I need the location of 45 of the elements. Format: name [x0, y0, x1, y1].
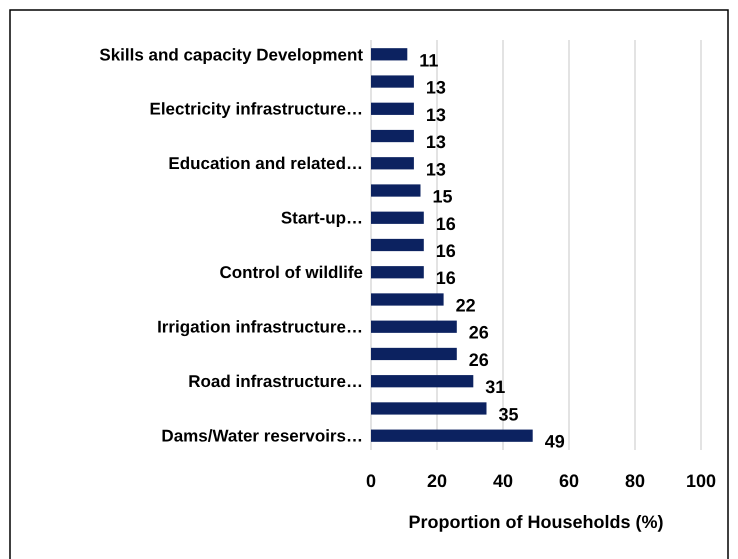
bar [371, 266, 424, 278]
data-label: 13 [426, 78, 446, 98]
bar [371, 430, 533, 442]
data-label: 16 [436, 268, 456, 288]
bar [371, 375, 474, 388]
data-label: 13 [426, 104, 446, 125]
bar [371, 75, 414, 88]
y-tick-label: Irrigation infrastructure… [157, 318, 363, 337]
x-axis-title: Proportion of Households (%) [408, 512, 664, 532]
bar [371, 348, 457, 360]
y-tick-label: Road infrastructure… [188, 372, 363, 392]
data-label: 26 [468, 322, 489, 343]
bar [371, 238, 424, 252]
data-label: 13 [426, 132, 446, 152]
x-tick-label: 100 [686, 471, 716, 491]
data-label: 15 [432, 186, 453, 207]
data-label: 22 [456, 295, 476, 316]
data-label: 16 [436, 214, 456, 234]
bar [371, 402, 486, 415]
x-tick-label: 40 [492, 471, 514, 491]
bar [371, 212, 424, 224]
data-label: 35 [498, 404, 519, 424]
x-tick-label: 60 [558, 471, 580, 491]
x-tick-label: 0 [366, 471, 376, 491]
data-label: 31 [485, 377, 506, 398]
data-label: 13 [426, 159, 446, 180]
data-label: 26 [468, 350, 489, 370]
y-tick-label: Control of wildlife [219, 263, 363, 282]
y-tick-label: Start-up… [280, 208, 363, 228]
data-label: 49 [544, 432, 565, 452]
bar [371, 293, 444, 306]
bar [371, 130, 414, 142]
y-tick-label: Skills and capacity Development [99, 45, 364, 64]
bar [371, 48, 408, 60]
bar [371, 102, 414, 115]
y-tick-label: Dams/Water reservoirs… [161, 426, 363, 446]
bar [371, 184, 420, 197]
bar [371, 157, 414, 170]
x-tick-label: 20 [426, 471, 448, 491]
y-tick-label: Education and related… [168, 154, 363, 174]
data-label: 16 [436, 241, 456, 261]
x-tick-label: 80 [624, 471, 646, 491]
y-tick-label: Electricity infrastructure… [149, 100, 363, 119]
bar [371, 320, 457, 333]
data-label: 11 [419, 50, 438, 70]
